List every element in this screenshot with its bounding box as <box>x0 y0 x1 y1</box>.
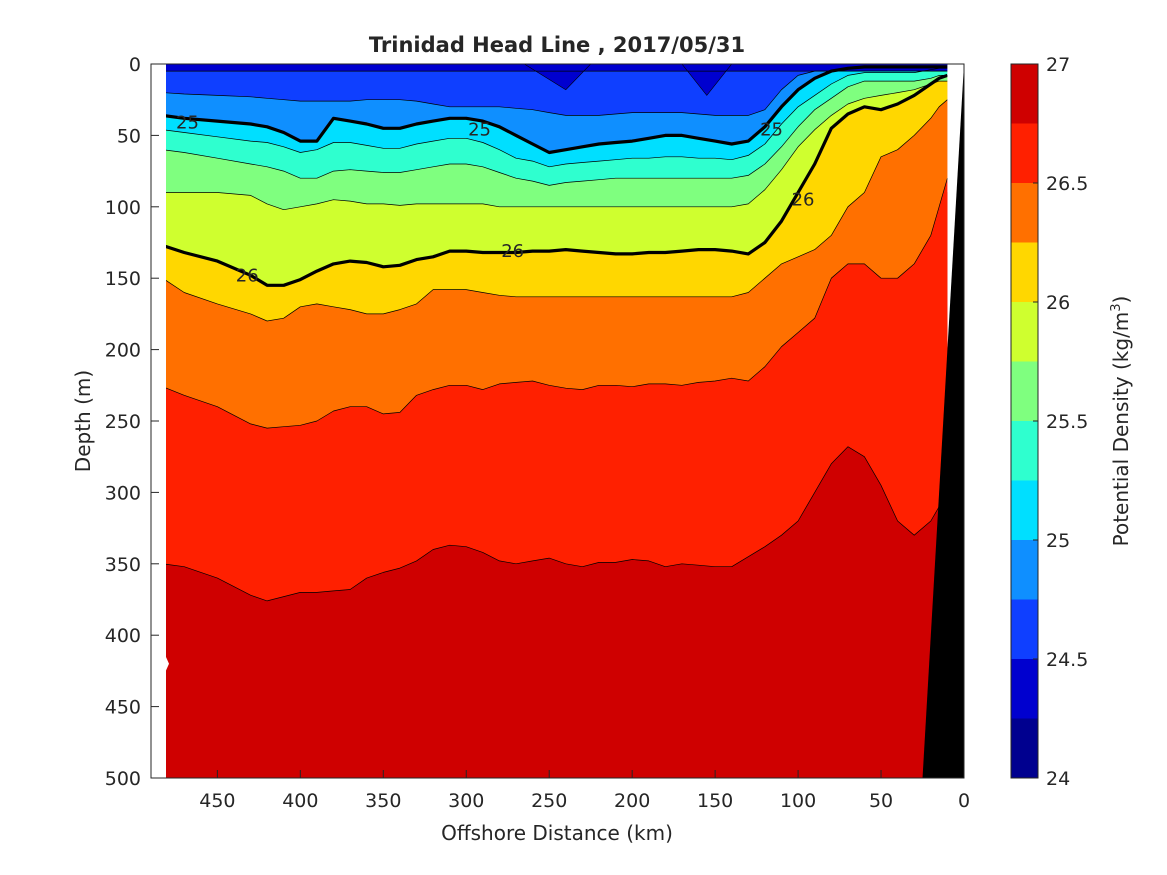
x-tick-label: 350 <box>365 790 401 812</box>
colorbar-tick-label: 24 <box>1046 768 1070 790</box>
colorbar-swatch <box>1011 421 1038 481</box>
colorbar: 24 24.5 25 25.5 26 26.5 27 Potential Density (… <box>1010 54 1133 790</box>
colorbar-swatch <box>1011 64 1038 124</box>
y-tick-label: 0 <box>129 54 141 76</box>
colorbar-tick-label: 27 <box>1046 54 1070 76</box>
colorbar-ticks: 24 24.5 25 25.5 26 26.5 27 <box>1033 54 1088 790</box>
isopycnal-26_0 <box>166 73 948 287</box>
y-tick-label: 250 <box>105 411 141 433</box>
colorbar-label: Potential Density (kg/m3) <box>1109 296 1133 547</box>
colorbar-label-main: Potential Density (kg/m <box>1109 312 1133 547</box>
x-tick-label: 300 <box>448 790 484 812</box>
low-density-pocket-0 <box>523 64 592 91</box>
bathymetry <box>922 64 964 778</box>
density-filled-contours <box>166 64 948 778</box>
unsampled-region-left <box>166 657 169 671</box>
x-tick-label: 0 <box>958 790 970 812</box>
colorbar-swatch <box>1011 183 1038 243</box>
y-tick-label: 350 <box>105 554 141 576</box>
colorbar-label-superscript: 3 <box>1109 303 1124 311</box>
contour-label-2: 25 <box>760 120 783 141</box>
colorbar-swatch <box>1011 480 1038 540</box>
contour-label-5: 26 <box>792 190 815 211</box>
y-tick-label: 150 <box>105 268 141 290</box>
y-axis-label: Depth (m) <box>71 370 95 472</box>
x-tick-label: 250 <box>531 790 567 812</box>
y-axis: 0 50 100 150 200 250 300 350 400 450 500 <box>105 54 159 790</box>
colorbar-tick-label: 25 <box>1046 530 1070 552</box>
density-contour-lines <box>166 64 964 778</box>
contour-label-4: 26 <box>501 241 524 262</box>
x-tick-label: 50 <box>869 790 893 812</box>
isopycnal-25_75 <box>166 80 948 211</box>
isopycnal-26_25 <box>166 99 948 322</box>
isopycnal-26_75 <box>166 446 948 602</box>
y-tick-label: 400 <box>105 625 141 647</box>
colorbar-swatch <box>1011 718 1038 778</box>
colorbar-swatch <box>1011 540 1038 600</box>
colorbar-tick-label: 24.5 <box>1046 649 1088 671</box>
x-tick-label: 450 <box>199 790 235 812</box>
y-tick-label: 500 <box>105 768 141 790</box>
plot-area: 25 25 25 26 26 26 <box>150 63 965 779</box>
isopycnal-25_25 <box>166 67 948 168</box>
colorbar-swatch <box>1011 242 1038 302</box>
x-tick-label: 100 <box>780 790 816 812</box>
colorbar-swatch <box>1011 302 1038 362</box>
colorbar-swatch <box>1011 599 1038 659</box>
colorbar-tick-label: 26.5 <box>1046 173 1088 195</box>
y-tick-label: 300 <box>105 482 141 504</box>
colorbar-swatches <box>1011 64 1038 778</box>
x-tick-label: 400 <box>282 790 318 812</box>
y-tick-label: 200 <box>105 340 141 362</box>
unsampled-region-right <box>947 65 963 193</box>
colorbar-label-suffix: ) <box>1109 296 1133 304</box>
contour-labels: 25 25 25 26 26 26 <box>176 113 814 287</box>
low-density-pocket-1 <box>681 64 733 96</box>
y-tick-label: 50 <box>117 125 141 147</box>
density-band-1 <box>166 64 948 116</box>
contour-label-0: 25 <box>176 113 199 134</box>
colorbar-swatch <box>1011 361 1038 421</box>
colorbar-swatch <box>1011 659 1038 719</box>
colorbar-swatch <box>1011 123 1038 183</box>
colorbar-tick-label: 25.5 <box>1046 411 1088 433</box>
contour-label-3: 26 <box>236 265 259 286</box>
isopycnal-26_5 <box>166 178 948 429</box>
y-tick-label: 100 <box>105 197 141 219</box>
x-tick-label: 150 <box>697 790 733 812</box>
contour-label-1: 25 <box>468 120 491 141</box>
colorbar-tick-label: 26 <box>1046 292 1070 314</box>
y-tick-label: 450 <box>105 697 141 719</box>
x-tick-label: 200 <box>614 790 650 812</box>
x-axis: 450 400 350 300 250 200 150 100 50 0 <box>199 770 970 812</box>
isopycnal-25_0 <box>166 65 948 155</box>
isopycnal-25_5 <box>166 75 948 186</box>
x-axis-label: Offshore Distance (km) <box>441 821 673 845</box>
chart-title: Trinidad Head Line , 2017/05/31 <box>369 33 745 57</box>
